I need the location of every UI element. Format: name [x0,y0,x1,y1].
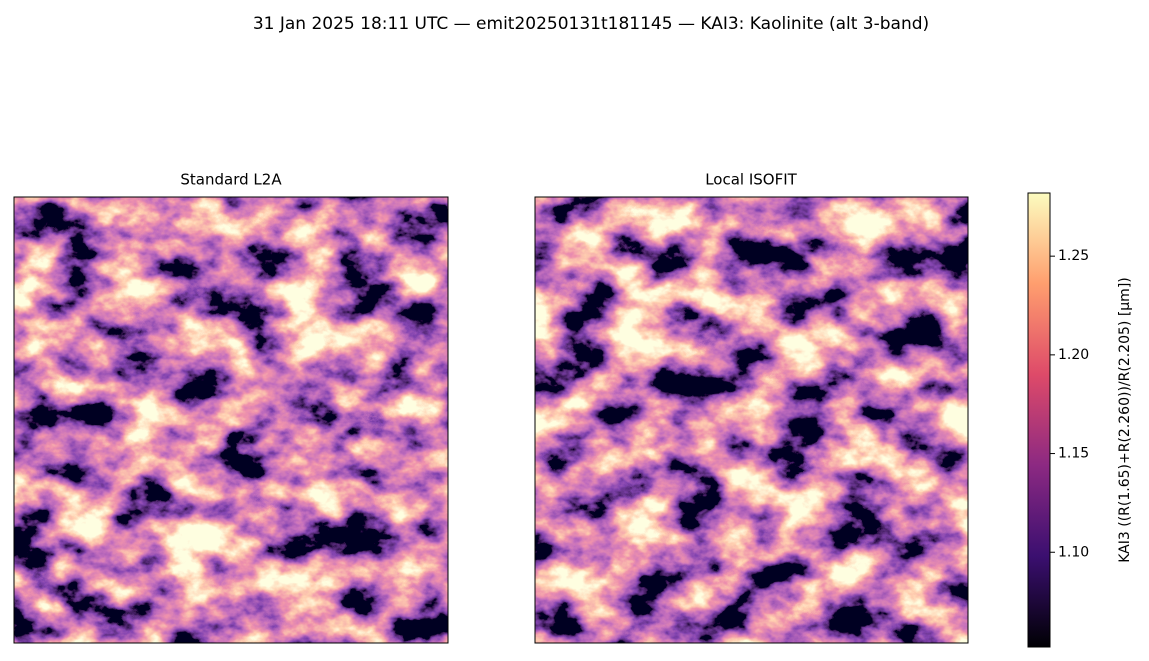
colorbar [1027,192,1051,648]
panel-title: Standard L2A [180,171,282,189]
image-panel [14,197,448,643]
tick-label: 1.15 [1058,446,1089,462]
panel-frame [534,196,969,644]
figure-title: 31 Jan 2025 18:11 UTC — emit20250131t181… [253,14,929,34]
panel-title: Local ISOFIT [705,171,797,189]
image-panel [535,197,968,643]
tick-label: 1.10 [1058,544,1089,560]
tick-label: 1.20 [1058,347,1089,363]
tick-label: 1.25 [1058,248,1089,264]
panel-frame [13,196,449,644]
colorbar-label: KAI3 ((R(1.65)+R(2.260))/R(2.205) [µm]) [1117,277,1133,563]
